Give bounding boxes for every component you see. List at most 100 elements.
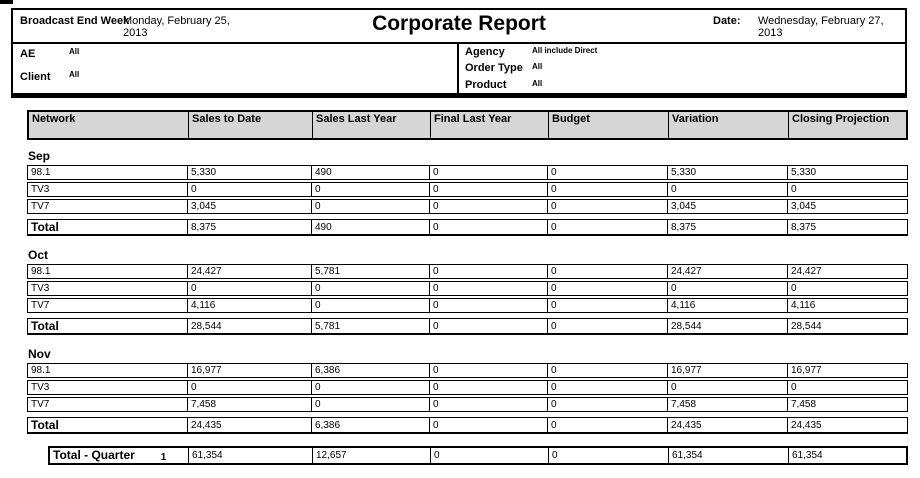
value-cell: 3,045 — [667, 200, 787, 213]
month-section: Oct 98.1 24,427 5,781 0 0 24,427 24,427 TV3 0 0 0 0 0… — [27, 248, 908, 335]
report-header-top-row: Broadcast End Week Monday, February 25, … — [13, 10, 905, 44]
filter-client-value: All — [69, 70, 80, 79]
network-cell: TV3 — [31, 283, 50, 294]
value-cell: 7,458 — [787, 398, 907, 411]
value-cell: 5,330 — [667, 166, 787, 179]
value-cell: 0 — [429, 299, 547, 312]
value-cell: 0 — [429, 166, 547, 179]
filter-agency-value: All include Direct — [532, 46, 598, 55]
value-cell: 0 — [787, 183, 907, 196]
value-cell: 28,544 — [787, 319, 907, 333]
network-row: TV3 0 0 0 0 0 0 — [27, 182, 908, 197]
value-cell: 12,657 — [312, 448, 430, 463]
column-header-sales-last-year: Sales Last Year — [312, 112, 430, 138]
value-cell: 24,427 — [187, 265, 311, 278]
column-header-variation: Variation — [668, 112, 788, 138]
column-header-final-last-year: Final Last Year — [430, 112, 548, 138]
value-cell: 3,045 — [187, 200, 311, 213]
network-cell: TV7 — [31, 300, 50, 311]
value-cell: 0 — [430, 448, 548, 463]
value-cell: 0 — [429, 381, 547, 394]
value-cell: 61,354 — [188, 448, 312, 463]
filter-product-value: All — [532, 79, 543, 88]
value-cell: 16,977 — [667, 364, 787, 377]
value-cell: 0 — [667, 183, 787, 196]
value-cell: 5,781 — [311, 265, 429, 278]
network-cell: TV3 — [31, 382, 50, 393]
value-cell: 0 — [429, 220, 547, 234]
value-cell: 0 — [429, 364, 547, 377]
value-cell: 0 — [667, 282, 787, 295]
report-header-filters: AE All Client All Agency All include Dir… — [13, 44, 905, 93]
filter-order-type-value: All — [532, 62, 543, 71]
column-header-sales-to-date: Sales to Date — [188, 112, 312, 138]
value-cell: 0 — [429, 319, 547, 333]
network-cell: TV7 — [31, 201, 50, 212]
value-cell: 16,977 — [787, 364, 907, 377]
network-cell: TV3 — [31, 184, 50, 195]
value-cell: 0 — [547, 299, 667, 312]
filter-ae-value: All — [69, 47, 80, 56]
value-cell: 24,435 — [667, 418, 787, 432]
value-cell: 0 — [429, 183, 547, 196]
month-label: Sep — [28, 149, 51, 163]
month-label: Nov — [28, 347, 51, 361]
total-label-cell: Total — [31, 319, 59, 333]
network-row: TV7 4,116 0 0 0 4,116 4,116 — [27, 298, 908, 313]
value-cell: 24,427 — [787, 265, 907, 278]
value-cell: 0 — [787, 381, 907, 394]
quarter-total-label-cell: Total - Quarter 1 — [50, 448, 188, 463]
total-label-cell: Total — [31, 220, 59, 234]
month-total-row: Total 28,544 5,781 0 0 28,544 28,544 — [27, 318, 908, 335]
value-cell: 0 — [548, 448, 668, 463]
value-cell: 3,045 — [787, 200, 907, 213]
value-cell: 0 — [311, 282, 429, 295]
broadcast-end-week-label: Broadcast End Week — [20, 15, 130, 27]
network-row: 98.1 5,330 490 0 0 5,330 5,330 — [27, 165, 908, 180]
value-cell: 0 — [547, 319, 667, 333]
value-cell: 6,386 — [311, 418, 429, 432]
network-row: 98.1 16,977 6,386 0 0 16,977 16,977 — [27, 363, 908, 378]
value-cell: 5,330 — [187, 166, 311, 179]
value-cell: 6,386 — [311, 364, 429, 377]
column-header-network: Network — [32, 113, 76, 125]
filter-ae-label: AE — [20, 48, 36, 60]
value-cell: 8,375 — [667, 220, 787, 234]
value-cell: 0 — [311, 299, 429, 312]
value-cell: 8,375 — [787, 220, 907, 234]
value-cell: 0 — [311, 183, 429, 196]
filter-client-label: Client — [20, 71, 51, 83]
value-cell: 0 — [547, 418, 667, 432]
filter-agency-label: Agency — [465, 46, 505, 58]
scan-artifact-mark — [0, 0, 13, 4]
network-row: TV7 7,458 0 0 0 7,458 7,458 — [27, 397, 908, 412]
value-cell: 0 — [547, 364, 667, 377]
month-section: Nov 98.1 16,977 6,386 0 0 16,977 16,977 TV3 0 0 0 0 0… — [27, 347, 908, 434]
value-cell: 0 — [787, 282, 907, 295]
value-cell: 0 — [547, 166, 667, 179]
value-cell: 0 — [547, 282, 667, 295]
value-cell: 28,544 — [187, 319, 311, 333]
value-cell: 5,781 — [311, 319, 429, 333]
network-cell: 98.1 — [31, 167, 51, 178]
quarter-total-label: Total - Quarter — [53, 448, 135, 462]
value-cell: 0 — [547, 265, 667, 278]
value-cell: 4,116 — [667, 299, 787, 312]
month-section: Sep 98.1 5,330 490 0 0 5,330 5,330 TV3 0 0 0 0 0 0 TV7 3… — [27, 149, 908, 236]
table-sections: Sep 98.1 5,330 490 0 0 5,330 5,330 TV3 0 0 0 0 0 0 TV7 3… — [27, 149, 908, 434]
value-cell: 4,116 — [787, 299, 907, 312]
value-cell: 0 — [547, 183, 667, 196]
value-cell: 28,544 — [667, 319, 787, 333]
value-cell: 4,116 — [187, 299, 311, 312]
network-cell: 98.1 — [31, 266, 51, 277]
value-cell: 61,354 — [788, 448, 906, 463]
value-cell: 0 — [311, 398, 429, 411]
network-cell: TV7 — [31, 399, 50, 410]
filter-product-label: Product — [465, 79, 507, 91]
value-cell: 7,458 — [667, 398, 787, 411]
value-cell: 0 — [667, 381, 787, 394]
value-cell: 490 — [311, 166, 429, 179]
network-row: TV3 0 0 0 0 0 0 — [27, 281, 908, 296]
value-cell: 24,435 — [787, 418, 907, 432]
value-cell: 0 — [187, 183, 311, 196]
